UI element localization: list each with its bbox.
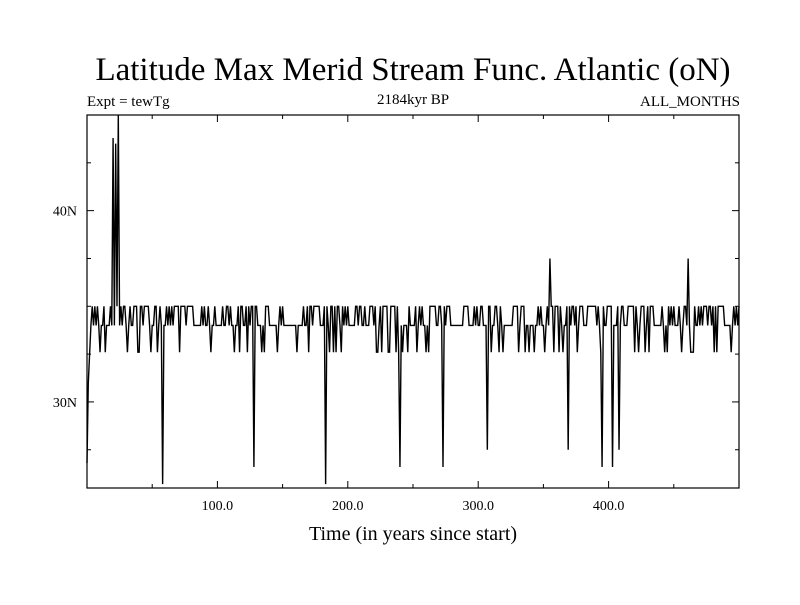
chart-title: Latitude Max Merid Stream Func. Atlantic… (95, 52, 730, 88)
plot-frame (86, 114, 740, 489)
x-axis-label: Time (in years since start) (309, 523, 517, 545)
y-tick-label: 40N (53, 205, 77, 220)
y-tick-label: 30N (53, 396, 77, 411)
ticks-layer: 100.0 200.0 300.0 400.0 30N 40N (53, 115, 739, 514)
x-tick-label: 200.0 (332, 499, 364, 514)
series-line (86, 114, 740, 485)
period-label: 2184kyr BP (377, 92, 449, 108)
x-tick-label: 100.0 (202, 499, 234, 514)
x-tick-label: 400.0 (593, 499, 625, 514)
months-label: ALL_MONTHS (640, 94, 740, 110)
x-tick-label: 300.0 (462, 499, 494, 514)
experiment-label: Expt = tewTg (87, 94, 170, 110)
